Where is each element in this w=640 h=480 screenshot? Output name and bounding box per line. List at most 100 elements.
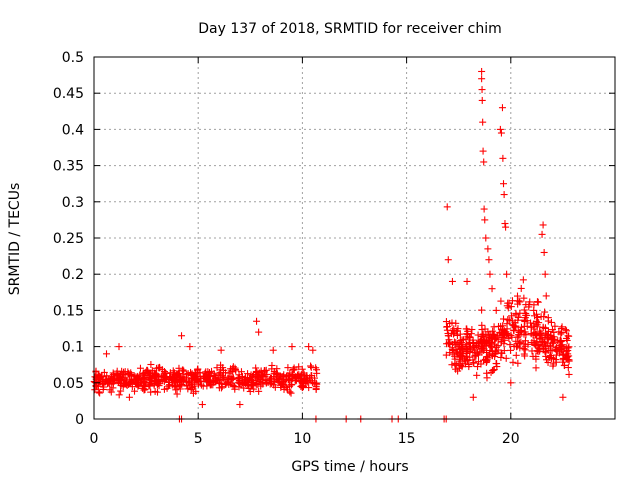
data-point	[186, 343, 194, 351]
data-point	[539, 221, 547, 229]
data-point	[147, 388, 155, 396]
data-point	[491, 335, 499, 343]
y-tick-label: 0.45	[53, 86, 84, 102]
data-point	[469, 393, 477, 401]
data-point	[305, 343, 313, 351]
data-point	[217, 369, 225, 377]
data-point	[206, 381, 214, 389]
data-point	[549, 362, 557, 370]
data-point	[485, 256, 493, 264]
data-point	[198, 401, 206, 409]
data-point	[217, 384, 225, 392]
data-point	[501, 220, 509, 228]
data-point	[516, 327, 524, 335]
data-point	[162, 373, 170, 381]
data-point	[533, 298, 541, 306]
data-point	[463, 349, 471, 357]
data-point	[453, 348, 461, 356]
data-point	[479, 336, 487, 344]
data-point	[180, 375, 188, 383]
data-point	[210, 378, 218, 386]
data-point	[564, 364, 572, 372]
data-point	[533, 321, 541, 329]
data-point	[225, 378, 233, 386]
y-tick-labels: 0 0.05 0.1 0.15 0.2 0.25 0.3 0.35 0.4 0.45 0.5	[53, 50, 84, 428]
data-point	[201, 369, 209, 377]
data-point	[484, 328, 492, 336]
data-point	[255, 387, 263, 395]
data-point	[257, 371, 265, 379]
data-point	[240, 384, 248, 392]
data-point	[261, 372, 269, 380]
data-point	[253, 317, 261, 325]
data-point	[529, 331, 537, 339]
data-point	[138, 384, 146, 392]
data-point	[530, 306, 538, 314]
data-point	[172, 386, 180, 394]
data-point	[154, 378, 162, 386]
data-point	[109, 380, 117, 388]
data-point	[506, 341, 514, 349]
data-point	[498, 104, 506, 112]
data-point	[192, 387, 200, 395]
data-point	[478, 333, 486, 341]
data-point	[532, 355, 540, 363]
data-point	[217, 346, 225, 354]
data-point	[507, 346, 515, 354]
data-point	[115, 391, 123, 399]
data-point	[454, 367, 462, 375]
data-point	[288, 343, 296, 351]
data-point	[216, 377, 224, 385]
data-point	[499, 334, 507, 342]
data-point	[516, 309, 524, 317]
data-point	[286, 382, 294, 390]
data-point	[519, 276, 527, 284]
data-point	[565, 343, 573, 351]
data-point	[483, 369, 491, 377]
data-point	[115, 343, 123, 351]
data-point	[499, 154, 507, 162]
data-point	[538, 230, 546, 238]
data-point	[527, 319, 535, 327]
data-point	[534, 342, 542, 350]
data-point	[523, 322, 531, 330]
data-point	[173, 390, 181, 398]
data-point	[170, 376, 178, 384]
data-point	[478, 86, 486, 94]
data-point	[452, 327, 460, 335]
data-point	[503, 270, 511, 278]
data-point	[541, 308, 549, 316]
data-point	[208, 367, 216, 375]
data-point	[191, 376, 199, 384]
data-point	[449, 350, 457, 358]
data-point	[546, 353, 554, 361]
data-point	[520, 350, 528, 358]
data-point	[449, 327, 457, 335]
data-point	[151, 387, 159, 395]
data-point	[137, 379, 145, 387]
y-tick-label: 0.05	[53, 376, 84, 392]
data-point	[477, 360, 485, 368]
data-point	[133, 374, 141, 382]
data-point	[488, 339, 496, 347]
data-point	[106, 386, 114, 394]
data-point	[113, 375, 121, 383]
data-point	[448, 277, 456, 285]
data-point	[457, 357, 465, 365]
data-point	[457, 351, 465, 359]
x-tick-label: 0	[90, 431, 99, 447]
data-point	[551, 335, 559, 343]
data-point	[459, 347, 467, 355]
data-point	[561, 362, 569, 370]
data-point	[562, 326, 570, 334]
data-point	[557, 337, 565, 345]
grid-lines	[94, 57, 615, 419]
chart-title: Day 137 of 2018, SRMTID for receiver chi…	[198, 21, 502, 37]
data-point	[307, 362, 315, 370]
data-point	[309, 346, 317, 354]
data-point	[516, 298, 524, 306]
data-points	[90, 67, 573, 423]
data-point	[298, 365, 306, 373]
data-point	[463, 277, 471, 285]
data-point	[492, 360, 500, 368]
